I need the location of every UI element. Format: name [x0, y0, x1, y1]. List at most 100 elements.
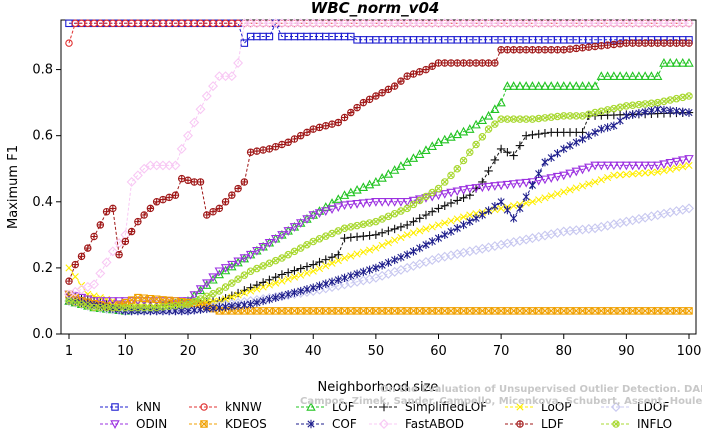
data-point-loop — [416, 227, 424, 235]
data-point-fastabod — [183, 130, 193, 141]
data-point-inflo — [453, 165, 462, 173]
data-point-loop — [572, 184, 580, 192]
data-point-ldf — [547, 46, 555, 54]
series-odin — [64, 155, 694, 306]
data-point-lof — [602, 71, 613, 80]
data-point-lof — [458, 126, 469, 136]
data-point-loop — [535, 196, 543, 204]
data-point-lof — [496, 97, 506, 107]
x-tick-label: 40 — [305, 344, 322, 359]
data-point-fastabod — [189, 117, 200, 128]
data-point-inflo — [484, 125, 493, 133]
data-point-kdeos — [491, 307, 499, 315]
data-point-odin — [258, 242, 268, 252]
data-point-simplifiedlof — [484, 166, 493, 176]
data-point-inflo — [428, 188, 436, 197]
data-point-loop — [284, 275, 292, 283]
legend-item-knn: kNN — [100, 400, 161, 414]
data-point-odin — [270, 235, 281, 244]
data-point-kdeos — [265, 307, 274, 315]
data-point-odin — [452, 187, 463, 197]
data-point-ldf — [497, 46, 505, 54]
data-point-cof — [422, 240, 430, 249]
data-point-cof — [196, 305, 205, 314]
data-point-cof — [347, 271, 355, 281]
data-point-cof — [284, 290, 292, 299]
data-point-cof — [209, 304, 217, 313]
data-point-ldf — [221, 198, 230, 206]
legend-label-odin: ODIN — [136, 417, 167, 431]
data-point-ldf — [453, 59, 462, 67]
data-point-kdeos — [566, 307, 574, 315]
data-point-simplifiedlof — [396, 222, 406, 232]
data-point-cof — [378, 261, 386, 270]
data-point-odin — [678, 156, 688, 166]
data-point-lof — [471, 119, 481, 129]
data-point-ldf — [328, 120, 336, 128]
data-point-inflo — [322, 232, 330, 240]
data-point-lof — [465, 124, 475, 133]
data-point-odin — [214, 267, 225, 277]
legend-label-fastabod: FastABOD — [405, 417, 464, 431]
data-point-inflo — [209, 290, 217, 298]
data-point-cof — [203, 304, 211, 314]
data-point-ldf — [203, 211, 211, 219]
data-point-inflo — [115, 303, 123, 312]
legend-marker-knn — [111, 403, 119, 411]
data-point-ldf — [559, 46, 568, 54]
data-point-simplifiedlof — [377, 228, 387, 238]
legend-marker-loop — [516, 403, 524, 411]
data-point-loop — [641, 169, 649, 177]
data-point-inflo — [422, 192, 430, 201]
data-point-ldf — [441, 59, 449, 67]
data-point-cof — [654, 105, 662, 114]
data-point-lof — [577, 81, 588, 90]
data-point-ldf — [672, 39, 681, 47]
data-point-lof — [671, 58, 682, 67]
data-point-lof — [596, 71, 607, 80]
data-point-ldf — [253, 147, 261, 155]
data-point-loop — [466, 211, 474, 219]
data-point-inflo — [234, 275, 242, 283]
data-point-simplifiedlof — [528, 130, 537, 140]
data-point-inflo — [478, 133, 487, 141]
data-point-loop — [303, 269, 311, 277]
data-point-ldf — [472, 59, 480, 67]
data-point-simplifiedlof — [402, 220, 412, 230]
legend-label-knn: kNN — [136, 400, 161, 414]
data-point-ldf — [115, 251, 123, 259]
data-point-lof — [508, 81, 519, 90]
series-ldf — [65, 39, 693, 285]
data-point-cof — [340, 273, 349, 283]
data-point-odin — [640, 161, 650, 171]
data-point-simplifiedlof — [352, 232, 362, 242]
data-point-inflo — [303, 241, 311, 249]
data-point-lof — [446, 132, 456, 141]
data-point-ldf — [491, 59, 499, 67]
data-point-simplifiedlof — [434, 204, 443, 213]
data-point-inflo — [434, 184, 443, 193]
x-tick-label: 20 — [180, 344, 197, 359]
data-point-ldf — [340, 113, 349, 122]
data-point-inflo — [315, 235, 324, 243]
data-point-simplifiedlof — [440, 201, 449, 210]
data-point-lof — [584, 81, 594, 90]
data-point-odin — [440, 190, 450, 199]
data-point-loop — [384, 239, 392, 247]
data-point-ldf — [234, 184, 242, 193]
data-point-simplifiedlof — [409, 217, 418, 226]
data-point-loop — [610, 171, 618, 179]
data-point-cof — [409, 247, 418, 256]
data-point-cof — [272, 293, 280, 302]
data-point-ldf — [159, 195, 167, 204]
x-tick-label: 100 — [677, 344, 702, 359]
data-point-odin — [352, 200, 362, 209]
x-tick-label: 80 — [555, 344, 572, 359]
data-point-loop — [635, 169, 643, 178]
data-point-simplifiedlof — [390, 224, 399, 234]
data-point-inflo — [240, 271, 249, 279]
data-point-ldf — [566, 45, 574, 53]
data-point-loop — [553, 190, 562, 198]
data-point-odin — [659, 160, 669, 170]
data-point-kdeos — [666, 307, 674, 315]
